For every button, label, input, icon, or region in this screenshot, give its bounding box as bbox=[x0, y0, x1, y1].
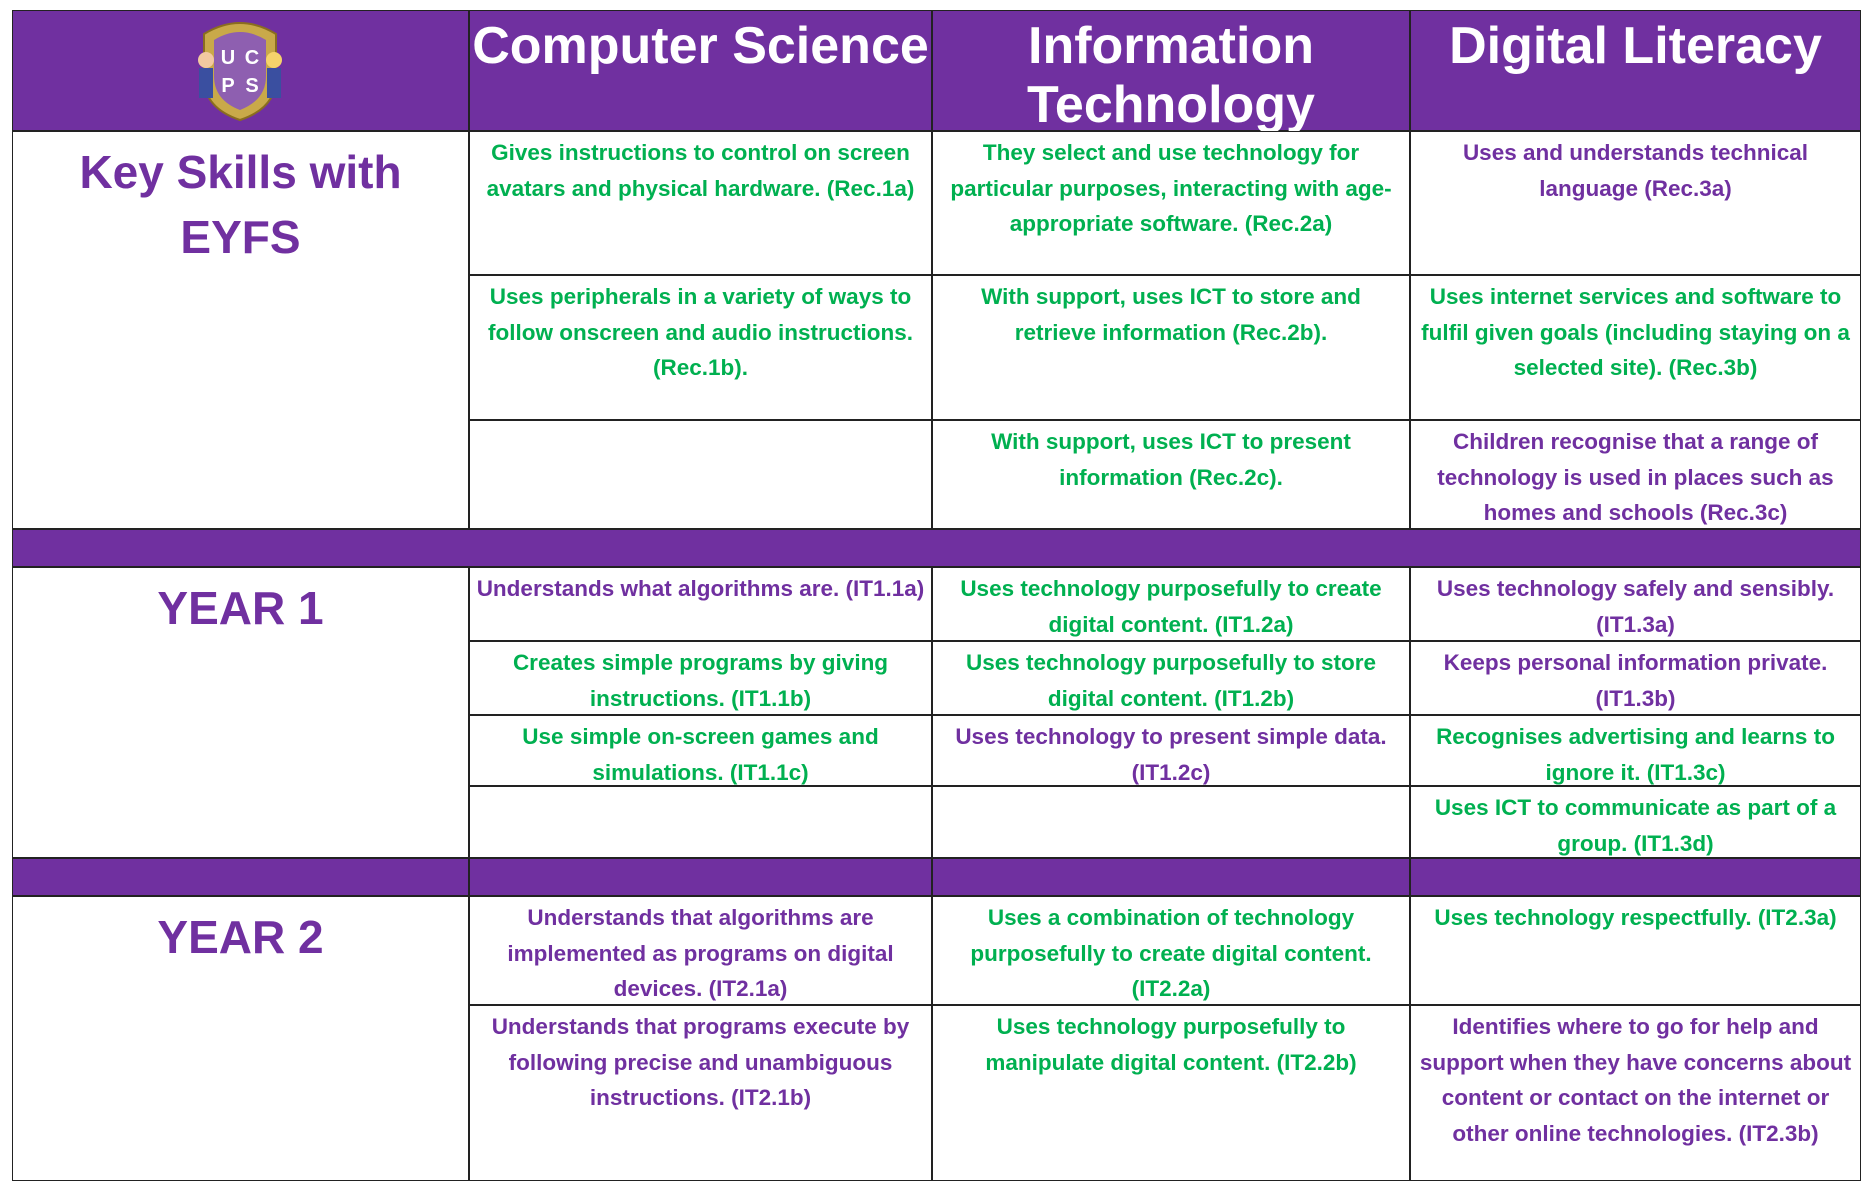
skill-cell: Creates simple programs by giving instru… bbox=[469, 641, 932, 715]
skill-cell: Understands what algorithms are. (IT1.1a… bbox=[469, 567, 932, 641]
separator-cell bbox=[1410, 858, 1861, 896]
skill-cell: Gives instructions to control on screen … bbox=[469, 131, 932, 275]
skill-cell: Understands that programs execute by fol… bbox=[469, 1005, 932, 1181]
skill-cell: Uses technology purposefully to create d… bbox=[932, 567, 1410, 641]
skill-cell: Children recognise that a range of techn… bbox=[1410, 420, 1861, 529]
empty-cell bbox=[469, 420, 932, 529]
skill-cell: Uses technology respectfully. (IT2.3a) bbox=[1410, 896, 1861, 1005]
logo-letter: U bbox=[221, 47, 235, 69]
column-header: Information Technology bbox=[932, 10, 1410, 134]
column-header: Computer Science bbox=[469, 10, 932, 131]
skill-cell: Uses and understands technical language … bbox=[1410, 131, 1861, 275]
skill-cell: Uses technology purposefully to store di… bbox=[932, 641, 1410, 715]
skill-cell: Keeps personal information private. (IT1… bbox=[1410, 641, 1861, 715]
row-label: Key Skills with EYFS bbox=[12, 131, 469, 529]
separator-bar bbox=[12, 529, 1861, 567]
column-header: Digital Literacy bbox=[1410, 10, 1861, 131]
skill-cell: Uses technology safely and sensibly. (IT… bbox=[1410, 567, 1861, 641]
header-bar bbox=[12, 10, 1861, 131]
skill-cell: Recognises advertising and learns to ign… bbox=[1410, 715, 1861, 786]
empty-cell bbox=[469, 786, 932, 858]
skill-cell: With support, uses ICT to present inform… bbox=[932, 420, 1410, 529]
school-logo: U C P S bbox=[198, 22, 282, 122]
separator-cell bbox=[12, 858, 469, 896]
logo-letter: P bbox=[221, 75, 234, 97]
row-label: YEAR 1 bbox=[12, 567, 469, 858]
skill-cell: Uses peripherals in a variety of ways to… bbox=[469, 275, 932, 420]
separator-cell bbox=[469, 858, 932, 896]
logo-cell bbox=[12, 10, 469, 131]
skill-cell: With support, uses ICT to store and retr… bbox=[932, 275, 1410, 420]
skill-cell: Uses technology to present simple data. … bbox=[932, 715, 1410, 786]
skill-cell: Identifies where to go for help and supp… bbox=[1410, 1005, 1861, 1181]
skill-cell: Uses technology purposefully to manipula… bbox=[932, 1005, 1410, 1181]
separator-cell bbox=[932, 858, 1410, 896]
skill-cell: They select and use technology for parti… bbox=[932, 131, 1410, 275]
skill-cell: Uses ICT to communicate as part of a gro… bbox=[1410, 786, 1861, 858]
skill-cell: Uses a combination of technology purpose… bbox=[932, 896, 1410, 1005]
logo-letter: S bbox=[245, 75, 258, 97]
empty-cell bbox=[932, 786, 1410, 858]
skill-cell: Understands that algorithms are implemen… bbox=[469, 896, 932, 1005]
logo-letter: C bbox=[245, 47, 259, 69]
skill-cell: Use simple on-screen games and simulatio… bbox=[469, 715, 932, 786]
skill-cell: Uses internet services and software to f… bbox=[1410, 275, 1861, 420]
row-label: YEAR 2 bbox=[12, 896, 469, 1181]
